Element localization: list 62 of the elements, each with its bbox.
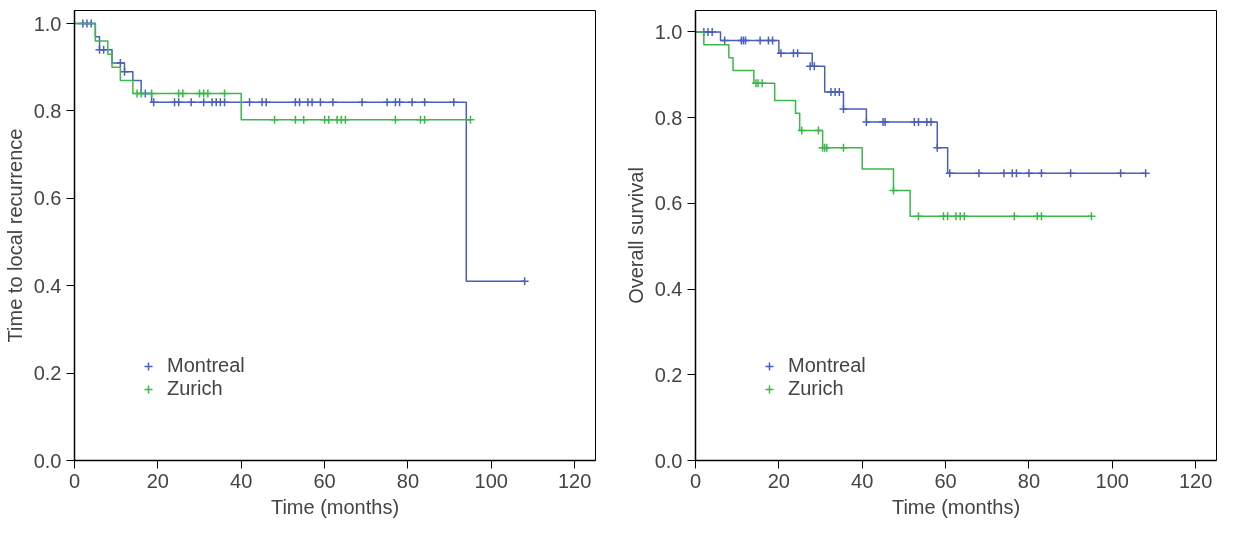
- point: [244, 97, 255, 107]
- y-tick-label: 0.8: [33, 99, 62, 122]
- point: [407, 97, 417, 107]
- x-tick-label: 100: [1095, 469, 1129, 492]
- y-tick-label: 0.8: [654, 106, 683, 129]
- point: [328, 97, 338, 107]
- y-tick-label: 1.0: [654, 20, 683, 43]
- y-axis-title: Overall survival: [624, 167, 647, 304]
- x-tick-label: 100: [474, 469, 508, 492]
- x-tick-label: 40: [230, 469, 253, 492]
- point: [203, 88, 213, 99]
- x-tick-label: 40: [851, 469, 874, 492]
- point: [115, 58, 126, 68]
- x-tick-label: 120: [557, 469, 592, 492]
- y-tick-label: 0.0: [654, 449, 683, 472]
- point: [315, 97, 326, 107]
- x-tick-label: 60: [934, 469, 957, 492]
- point: [1086, 211, 1097, 221]
- x-tick-label: 60: [313, 469, 336, 492]
- point: [797, 125, 807, 136]
- x-tick-label: 80: [396, 469, 420, 492]
- point: [999, 168, 1009, 179]
- y-tick-label: 0.2: [33, 362, 62, 385]
- point: [357, 97, 367, 107]
- point: [776, 48, 786, 59]
- legend-label: Zurich: [788, 377, 844, 400]
- x-tick-label: 0: [689, 469, 702, 492]
- x-tick-label: 0: [68, 469, 81, 492]
- point: [148, 97, 159, 107]
- y-tick-label: 0.4: [654, 278, 683, 301]
- legend-label: Zurich: [167, 377, 223, 400]
- x-tick-label: 20: [767, 469, 790, 492]
- point: [449, 97, 459, 107]
- point: [913, 211, 924, 221]
- point: [419, 97, 430, 107]
- point: [1024, 168, 1034, 179]
- point: [186, 97, 196, 107]
- point: [1009, 211, 1020, 221]
- point: [178, 88, 188, 99]
- point: [838, 104, 849, 114]
- point: [755, 35, 765, 46]
- x-tick-label: 120: [1178, 469, 1213, 492]
- point: [861, 117, 872, 127]
- point: [382, 97, 392, 107]
- legend-label: Montreal: [788, 354, 866, 377]
- point: [198, 97, 209, 107]
- point: [974, 168, 984, 179]
- y-tick-label: 0.0: [33, 449, 62, 472]
- y-tick-label: 0.6: [654, 192, 683, 215]
- x-axis-title: Time (months): [270, 495, 400, 518]
- point: [136, 88, 146, 99]
- y-tick-label: 0.4: [33, 274, 62, 297]
- point: [307, 97, 317, 107]
- x-tick-label: 20: [146, 469, 169, 492]
- y-tick-label: 0.2: [654, 363, 683, 386]
- x-tick-label: 80: [1017, 469, 1041, 492]
- y-axis-title: Time to local recurrence: [3, 128, 26, 343]
- point: [932, 142, 942, 153]
- y-tick-label: 0.6: [33, 187, 62, 210]
- legend-label: Montreal: [167, 354, 245, 377]
- y-tick-label: 1.0: [33, 12, 62, 35]
- x-axis-title: Time (months): [891, 495, 1021, 518]
